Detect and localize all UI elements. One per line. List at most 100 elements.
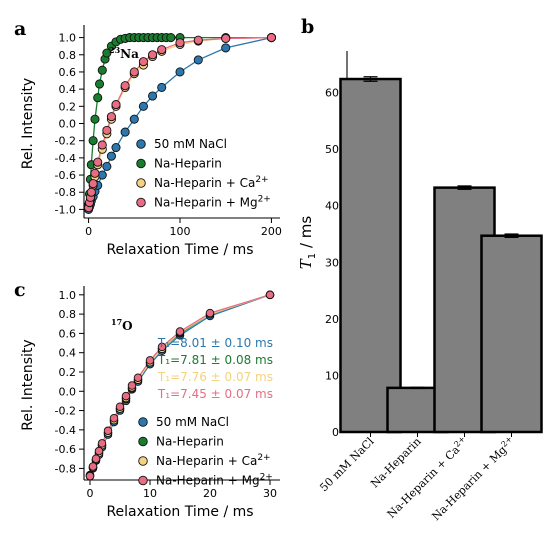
- y-tick-label: 20: [325, 313, 339, 326]
- legend-entry: 50 mM NaCl: [154, 137, 227, 151]
- data-point: [121, 391, 131, 401]
- t1-label: T₁=7.81 ± 0.08 ms: [157, 353, 273, 367]
- y-tick-label: -0.4: [55, 152, 76, 165]
- data-point: [133, 373, 143, 383]
- data-point: [93, 157, 103, 167]
- y-tick-label: 60: [325, 87, 339, 100]
- data-point: [175, 67, 185, 77]
- y-tick-label: -0.2: [55, 405, 76, 418]
- y-tick-label: 0.0: [59, 118, 77, 131]
- legend-entry: Na-Heparin: [156, 435, 224, 449]
- data-point: [221, 43, 231, 53]
- legend-label: 50 mM NaCl: [154, 137, 227, 151]
- panel-label: b: [301, 16, 314, 38]
- isotope-mass: 17: [111, 317, 122, 327]
- y-tick-label: 0.8: [59, 308, 77, 321]
- y-tick-label: 0.4: [59, 347, 77, 360]
- y-axis-label-subscript: 1: [307, 253, 318, 259]
- data-point: [193, 35, 203, 45]
- data-point: [138, 57, 148, 67]
- y-tick-label: 0: [332, 426, 339, 439]
- y-tick-label: 50: [325, 143, 339, 156]
- data-point: [106, 151, 116, 161]
- data-point: [129, 67, 139, 77]
- legend-marker: [138, 417, 148, 427]
- data-point: [111, 100, 121, 110]
- data-point: [157, 82, 167, 92]
- x-tick-label: 100: [170, 225, 191, 238]
- bar: [480, 234, 543, 434]
- legend-entry: Na-Heparin + Ca2+: [156, 453, 271, 468]
- data-point: [175, 327, 185, 336]
- data-point: [93, 93, 103, 103]
- data-point: [88, 136, 98, 146]
- y-axis-label: Rel. Intensity: [20, 339, 36, 430]
- y-tick-label: 40: [325, 200, 339, 213]
- data-point: [221, 33, 231, 44]
- y-tick-label: -0.4: [55, 424, 76, 437]
- legend-label: Na-Heparin + Mg: [154, 196, 258, 210]
- legend-marker: [138, 456, 148, 466]
- y-axis-label-italic: T: [297, 258, 315, 269]
- data-point: [97, 170, 107, 180]
- data-point: [85, 471, 95, 481]
- data-point: [148, 50, 158, 60]
- legend-superscript: 2+: [258, 195, 271, 205]
- data-point: [102, 48, 112, 58]
- data-point: [90, 114, 100, 124]
- legend-superscript: 2+: [260, 473, 273, 483]
- data-point: [111, 143, 121, 153]
- y-axis-label: Rel. Intensity: [20, 78, 36, 169]
- isotope-annotation: 17O: [111, 317, 133, 333]
- data-point: [103, 426, 113, 436]
- category-label: 50 mM NaCl: [317, 435, 377, 495]
- data-point: [88, 462, 98, 471]
- legend-marker: [136, 197, 146, 208]
- data-point: [127, 381, 137, 390]
- y-tick-label: -0.6: [55, 169, 76, 182]
- legend-marker: [136, 139, 146, 149]
- y-tick-label: 30: [325, 256, 339, 269]
- x-tick-label: 10: [143, 487, 157, 500]
- y-tick-label: -0.6: [55, 443, 76, 456]
- legend-entry: Na-Heparin: [154, 157, 222, 171]
- data-point: [97, 140, 107, 150]
- panel-c: c 0 10 20 30 -0.8 -0.6 -0.4 -0.2 0.0 0.2 0.4 0.6 0.8 1…: [14, 279, 280, 520]
- y-tick-label: -0.8: [55, 462, 76, 475]
- data-point: [157, 45, 167, 55]
- data-point: [148, 91, 158, 101]
- isotope-element: Na: [120, 47, 139, 61]
- x-tick-label: 50 mM NaCl: [317, 435, 377, 495]
- data-point: [193, 55, 203, 65]
- data-point: [102, 125, 112, 135]
- data-point: [88, 179, 98, 189]
- y-tick-label: 1.0: [59, 289, 77, 302]
- data-point: [129, 114, 139, 124]
- x-axis-label: Relaxation Time / ms: [106, 504, 253, 520]
- y-axis-label-unit: / ms: [297, 216, 315, 253]
- legend-marker: [136, 158, 146, 169]
- isotope-annotation: 23Na: [109, 45, 139, 61]
- data-point: [94, 446, 104, 456]
- y-tick-label: 0.2: [59, 100, 77, 113]
- y-tick-label: -0.8: [55, 186, 76, 199]
- y-tick-label: 10: [325, 369, 339, 382]
- data-point: [97, 65, 107, 75]
- t1-label: T₁=7.45 ± 0.07 ms: [157, 387, 273, 401]
- x-tick-label: 30: [263, 487, 277, 500]
- data-point: [145, 356, 155, 365]
- x-tick-label: 0: [85, 225, 92, 238]
- y-tick-label: -1.0: [55, 203, 76, 216]
- data-point: [94, 79, 105, 89]
- bar: [339, 77, 402, 434]
- y-tick-label: 0.4: [59, 83, 77, 96]
- data-point: [120, 81, 130, 91]
- y-tick-label: 0.6: [59, 327, 77, 340]
- data-point: [175, 38, 185, 48]
- legend-label: Na-Heparin + Mg: [156, 474, 260, 488]
- data-point: [86, 187, 96, 197]
- legend-superscript: 2+: [257, 453, 270, 463]
- data-point: [109, 414, 119, 423]
- legend-entry: Na-Heparin + Mg2+: [156, 473, 273, 488]
